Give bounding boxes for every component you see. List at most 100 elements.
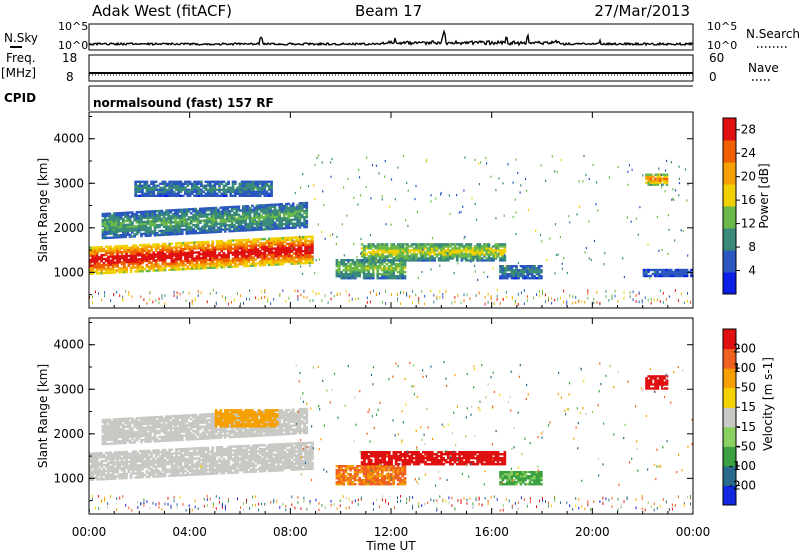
echo-cell: [240, 245, 244, 248]
echo-cell: [282, 213, 286, 216]
echo-cell: [141, 252, 144, 255]
echo-cell: [306, 239, 310, 243]
echo-cell: [122, 221, 125, 225]
scatter-cell: [658, 167, 660, 170]
echo-cell: [537, 267, 541, 270]
echo-cell: [417, 245, 421, 248]
echo-cell: [256, 250, 260, 253]
echo-cell: [243, 244, 246, 248]
scatter-cell: [357, 203, 359, 206]
echo-cell: [93, 468, 97, 471]
echo-cell: [193, 453, 196, 456]
echo-cell: [299, 254, 303, 257]
echo-cell: [123, 244, 126, 248]
echo-cell: [499, 267, 502, 270]
echo-cell: [152, 449, 156, 452]
echo-cell: [465, 257, 468, 260]
echo-cell: [163, 254, 167, 258]
clutter-cell: [149, 291, 151, 295]
echo-cell: [262, 212, 266, 215]
echo-cell: [419, 251, 423, 254]
echo-cell: [252, 248, 255, 251]
echo-cell: [440, 247, 443, 250]
echo-cell: [102, 265, 106, 269]
echo-cell: [499, 253, 502, 256]
echo-cell: [385, 245, 389, 248]
echo-cell: [109, 453, 113, 456]
echo-cell: [212, 226, 216, 230]
echo-cell: [512, 271, 516, 274]
echo-cell: [287, 222, 290, 226]
clutter-cell: [511, 297, 513, 300]
echo-cell: [311, 257, 314, 260]
echo-cell: [98, 462, 101, 465]
clutter-cell: [542, 292, 543, 296]
echo-cell: [311, 261, 314, 264]
echo-cell: [162, 223, 166, 226]
echo-cell: [270, 192, 273, 195]
echo-cell: [234, 453, 237, 456]
echo-cell: [179, 458, 183, 461]
power-heatmap: [89, 154, 693, 306]
echo-cell: [227, 451, 230, 455]
echo-cell: [208, 217, 211, 220]
echo-cell: [356, 273, 359, 276]
echo-cell: [176, 222, 179, 226]
echo-cell: [299, 258, 303, 261]
echo-cell: [363, 255, 366, 258]
echo-cell: [230, 225, 234, 229]
echo-cell: [351, 263, 355, 266]
echo-cell: [142, 212, 146, 216]
echo-cell: [295, 236, 298, 239]
echo-cell: [95, 266, 99, 269]
echo-cell: [245, 262, 248, 266]
echo-cell: [248, 220, 252, 224]
echo-cell: [433, 243, 436, 246]
echo-cell: [120, 457, 124, 460]
scatter-cell: [687, 254, 689, 257]
echo-cell: [161, 259, 165, 262]
clutter-cell: [526, 299, 528, 302]
echo-cell: [383, 267, 386, 270]
clutter-cell: [116, 290, 118, 294]
echo-cell: [238, 247, 242, 250]
echo-cell: [349, 271, 352, 274]
colorbar-swatch: [723, 162, 736, 185]
echo-cell: [101, 232, 105, 236]
echo-cell: [367, 277, 370, 280]
scatter-cell: [541, 240, 543, 243]
echo-cell: [93, 266, 97, 269]
echo-cell: [138, 466, 142, 469]
echo-cell: [291, 208, 295, 211]
echo-cell: [154, 259, 158, 262]
echo-cell: [175, 462, 178, 465]
echo-cell: [305, 203, 309, 207]
echo-cell: [533, 271, 536, 274]
echo-cell: [120, 477, 124, 480]
echo-cell: [204, 472, 208, 476]
echo-cell: [290, 254, 294, 257]
echo-cell: [188, 251, 192, 254]
echo-cell: [109, 245, 113, 248]
echo-cell: [492, 251, 495, 254]
echo-cell: [351, 269, 355, 272]
echo-cell: [237, 217, 241, 220]
echo-cell: [665, 173, 669, 176]
echo-cell: [218, 194, 221, 197]
echo-cell: [530, 265, 534, 268]
echo-cell: [267, 261, 271, 265]
echo-cell: [471, 255, 475, 258]
echo-cell: [280, 203, 284, 206]
echo-cell: [217, 228, 220, 231]
echo-cell: [193, 457, 196, 460]
echo-cell: [110, 224, 114, 227]
echo-cell: [171, 217, 175, 220]
clutter-cell: [635, 300, 637, 303]
echo-cell: [304, 237, 307, 241]
echo-cell: [501, 265, 505, 268]
clutter-cell: [505, 291, 507, 294]
echo-cell: [651, 268, 655, 272]
echo-cell: [654, 173, 657, 176]
echo-cell: [136, 470, 140, 473]
echo-cell: [188, 451, 192, 454]
